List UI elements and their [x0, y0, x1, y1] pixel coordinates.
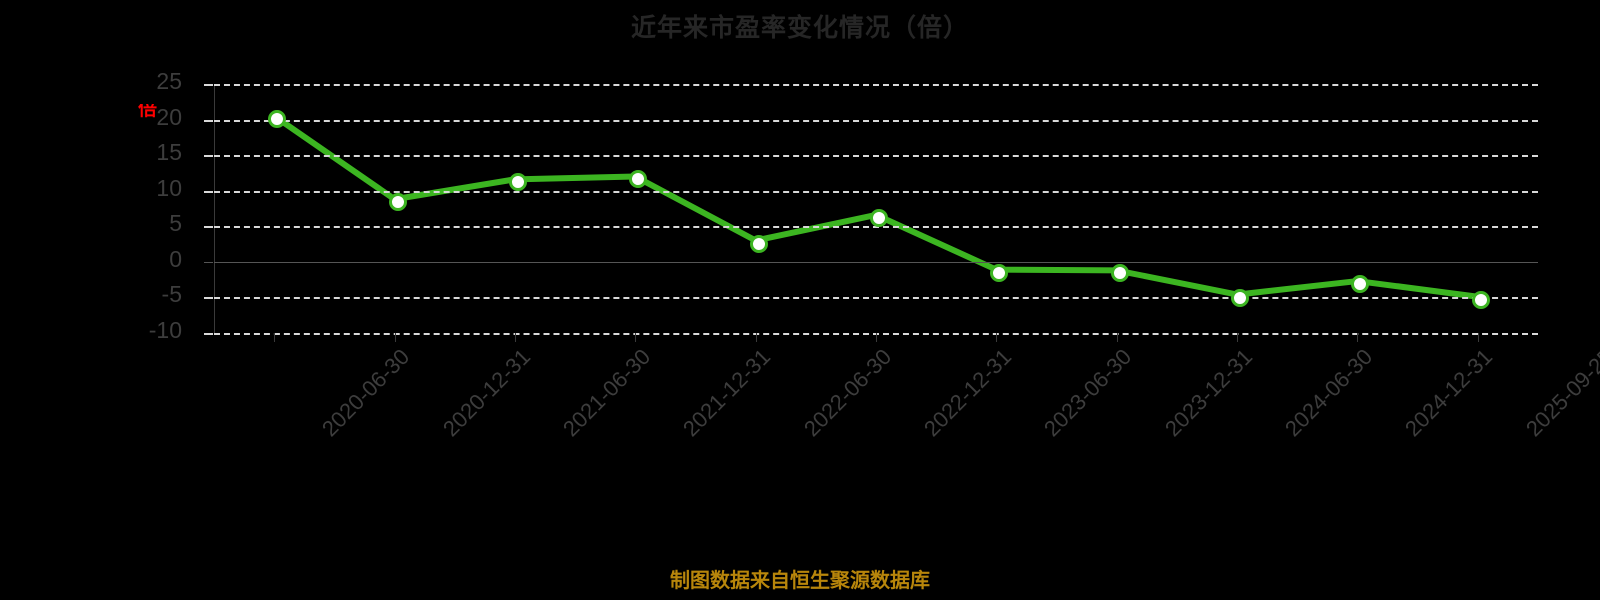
y-axis-tick-label: 20 — [156, 103, 182, 130]
y-axis-tick-label: -10 — [148, 317, 182, 343]
y-axis-tick — [204, 333, 213, 335]
y-axis-tick — [204, 119, 213, 122]
x-axis-tick-label: 2024-06-30 — [1280, 344, 1378, 442]
data-point-marker — [388, 193, 407, 212]
footer-source-note: 制图数据来自恒生聚源数据库 — [670, 570, 930, 592]
y-axis-tick — [204, 190, 213, 193]
x-axis-tick-label: 2020-06-30 — [317, 344, 415, 442]
x-axis-tick — [1357, 333, 1359, 342]
gridline — [214, 84, 1538, 86]
x-axis-tick-label: 2023-06-30 — [1039, 344, 1137, 442]
x-axis-tick-label: 2021-06-30 — [557, 344, 656, 442]
y-axis-tick-label: 15 — [156, 139, 182, 166]
data-point-marker — [629, 170, 648, 189]
x-axis-tick-label: 2021-12-31 — [678, 344, 776, 442]
series-line — [271, 113, 1481, 300]
y-axis-tick — [204, 261, 213, 263]
y-axis-tick — [204, 155, 213, 158]
x-axis-tick — [1116, 333, 1118, 342]
gridline-zero — [214, 261, 1538, 263]
x-axis-tick-label: 2020-12-31 — [437, 344, 535, 442]
x-axis-tick — [394, 333, 396, 342]
data-point-marker — [508, 173, 527, 192]
x-axis-tick — [876, 333, 877, 342]
data-point-marker — [749, 234, 768, 253]
x-axis-tick-label: 2022-12-31 — [918, 344, 1017, 442]
gridline — [214, 119, 1538, 122]
y-axis-caption: 倍 — [138, 104, 157, 120]
data-point-marker — [268, 110, 287, 128]
x-axis-tick — [755, 333, 757, 342]
y-axis-tick-label: -5 — [161, 281, 182, 308]
x-axis-tick-label: 2025-09-25 — [1520, 344, 1600, 442]
x-axis-tick — [635, 333, 637, 342]
y-axis-tick — [204, 297, 213, 300]
gridline — [214, 297, 1538, 300]
gridline — [214, 155, 1538, 158]
y-axis-tick-label: 0 — [169, 245, 182, 272]
chart-title: 近年来市盈率变化情况（倍） — [630, 14, 969, 42]
data-point-marker — [870, 208, 888, 227]
x-axis-tick — [514, 333, 516, 342]
y-axis-tick — [204, 84, 213, 86]
gridline — [214, 226, 1538, 229]
x-axis-tick — [274, 333, 276, 342]
x-axis-tick-label: 2024-12-31 — [1400, 344, 1498, 442]
x-axis-tick-label: 2022-06-30 — [798, 344, 896, 442]
x-axis-tick — [996, 333, 998, 342]
y-axis-line — [214, 84, 215, 334]
y-axis-tick — [204, 226, 213, 229]
data-point-marker — [1231, 288, 1250, 307]
x-axis-tick-label: 2023-12-31 — [1159, 344, 1257, 442]
y-axis-tick-label: 10 — [156, 174, 182, 201]
data-point-marker — [990, 263, 1009, 282]
gridline — [214, 190, 1538, 193]
y-axis-tick-label: 25 — [156, 68, 182, 94]
y-axis-tick-label: 5 — [169, 210, 182, 237]
data-point-marker — [1351, 275, 1370, 294]
data-point-marker — [1110, 264, 1129, 283]
data-point-marker — [1471, 290, 1490, 309]
x-axis-tick — [1477, 333, 1479, 342]
x-axis-tick — [1237, 333, 1239, 342]
